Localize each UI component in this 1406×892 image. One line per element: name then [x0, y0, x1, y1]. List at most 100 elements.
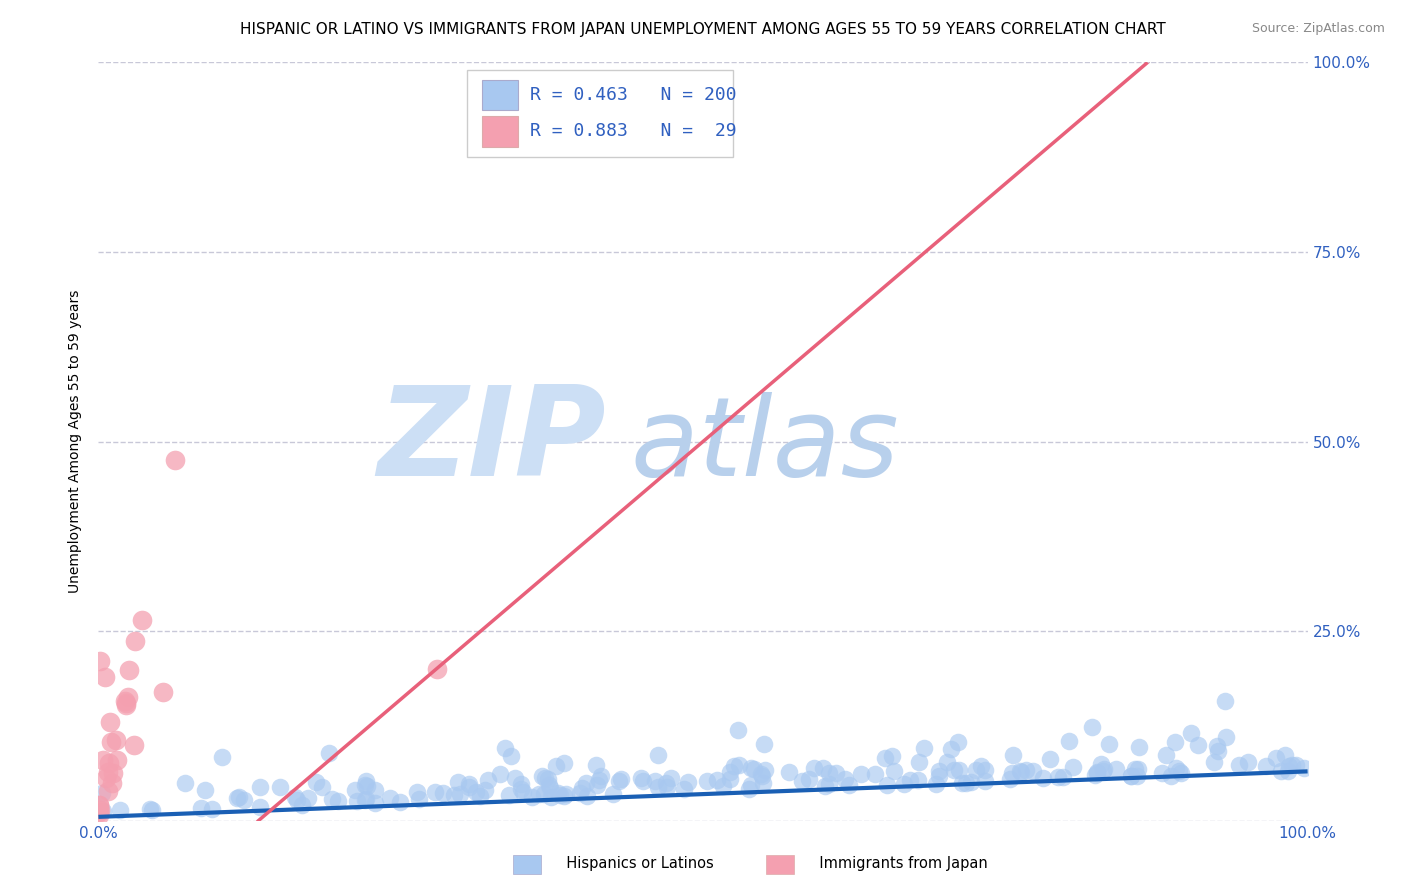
Point — [554, 788, 576, 802]
Text: Source: ZipAtlas.com: Source: ZipAtlas.com — [1251, 22, 1385, 36]
Point — [89, 797, 111, 812]
Point — [824, 765, 846, 780]
Point — [1285, 758, 1308, 772]
Point — [727, 723, 749, 737]
Point — [1038, 752, 1060, 766]
Point — [1047, 771, 1070, 785]
Point — [647, 748, 669, 763]
Point — [1281, 757, 1303, 772]
Point — [503, 771, 526, 785]
Point — [363, 783, 385, 797]
Point — [655, 780, 678, 795]
Point — [1081, 720, 1104, 734]
Point — [898, 773, 921, 788]
Point — [1128, 739, 1150, 754]
Point — [797, 772, 820, 787]
Point — [488, 767, 510, 781]
Point — [1001, 765, 1024, 780]
Point — [494, 741, 516, 756]
Point — [1227, 758, 1250, 772]
Point — [678, 775, 700, 789]
Point — [173, 776, 195, 790]
Point — [284, 790, 307, 805]
Point — [89, 803, 111, 817]
Point — [1170, 765, 1192, 780]
Point — [353, 792, 375, 806]
Point — [969, 759, 991, 773]
Point — [190, 801, 212, 815]
Point — [103, 765, 125, 780]
Point — [131, 613, 153, 627]
Text: ZIP: ZIP — [378, 381, 606, 502]
Point — [1057, 733, 1080, 747]
Point — [100, 715, 122, 730]
Point — [925, 777, 948, 791]
Point — [537, 772, 560, 786]
Point — [249, 800, 271, 814]
Point — [291, 798, 314, 813]
Bar — [482, 80, 517, 111]
Point — [318, 746, 340, 760]
Point — [1206, 744, 1229, 758]
Point — [553, 756, 575, 770]
Point — [443, 788, 465, 802]
Point — [633, 774, 655, 789]
Point — [533, 787, 555, 801]
Point — [1213, 694, 1236, 708]
Point — [647, 780, 669, 794]
Point — [912, 740, 935, 755]
Point — [1292, 761, 1315, 775]
Point — [740, 761, 762, 775]
Point — [1092, 764, 1115, 779]
Point — [939, 742, 962, 756]
Point — [607, 774, 630, 789]
Point — [537, 778, 560, 792]
Point — [346, 794, 368, 808]
Point — [1126, 762, 1149, 776]
Point — [880, 749, 903, 764]
Point — [706, 772, 728, 787]
Point — [426, 662, 449, 676]
Point — [364, 796, 387, 810]
Point — [547, 786, 569, 800]
Point — [630, 771, 652, 785]
Point — [97, 784, 120, 798]
Point — [89, 805, 111, 819]
Point — [778, 764, 800, 779]
Point — [1277, 764, 1299, 779]
Point — [1014, 763, 1036, 777]
Point — [165, 453, 187, 467]
Point — [343, 783, 366, 797]
Point — [696, 773, 718, 788]
Point — [723, 759, 745, 773]
Point — [966, 763, 988, 777]
Point — [311, 780, 333, 794]
Point — [873, 751, 896, 765]
Point — [1270, 764, 1292, 778]
Point — [907, 772, 929, 787]
Point — [87, 808, 110, 822]
Point — [509, 782, 531, 797]
Point — [588, 773, 610, 788]
Point — [876, 778, 898, 792]
Point — [749, 767, 772, 781]
Point — [447, 774, 470, 789]
Point — [509, 777, 531, 791]
Point — [1204, 755, 1226, 769]
Point — [499, 749, 522, 764]
Point — [974, 773, 997, 788]
Point — [1008, 764, 1031, 779]
Point — [1168, 764, 1191, 779]
Point — [233, 793, 256, 807]
Point — [1254, 759, 1277, 773]
Point — [883, 764, 905, 778]
Point — [644, 773, 666, 788]
Point — [752, 738, 775, 752]
Point — [928, 769, 950, 783]
Y-axis label: Unemployment Among Ages 55 to 59 years: Unemployment Among Ages 55 to 59 years — [69, 290, 83, 593]
Point — [354, 778, 377, 792]
Point — [522, 790, 544, 805]
Point — [211, 750, 233, 764]
Point — [93, 753, 115, 767]
Point — [449, 787, 471, 801]
